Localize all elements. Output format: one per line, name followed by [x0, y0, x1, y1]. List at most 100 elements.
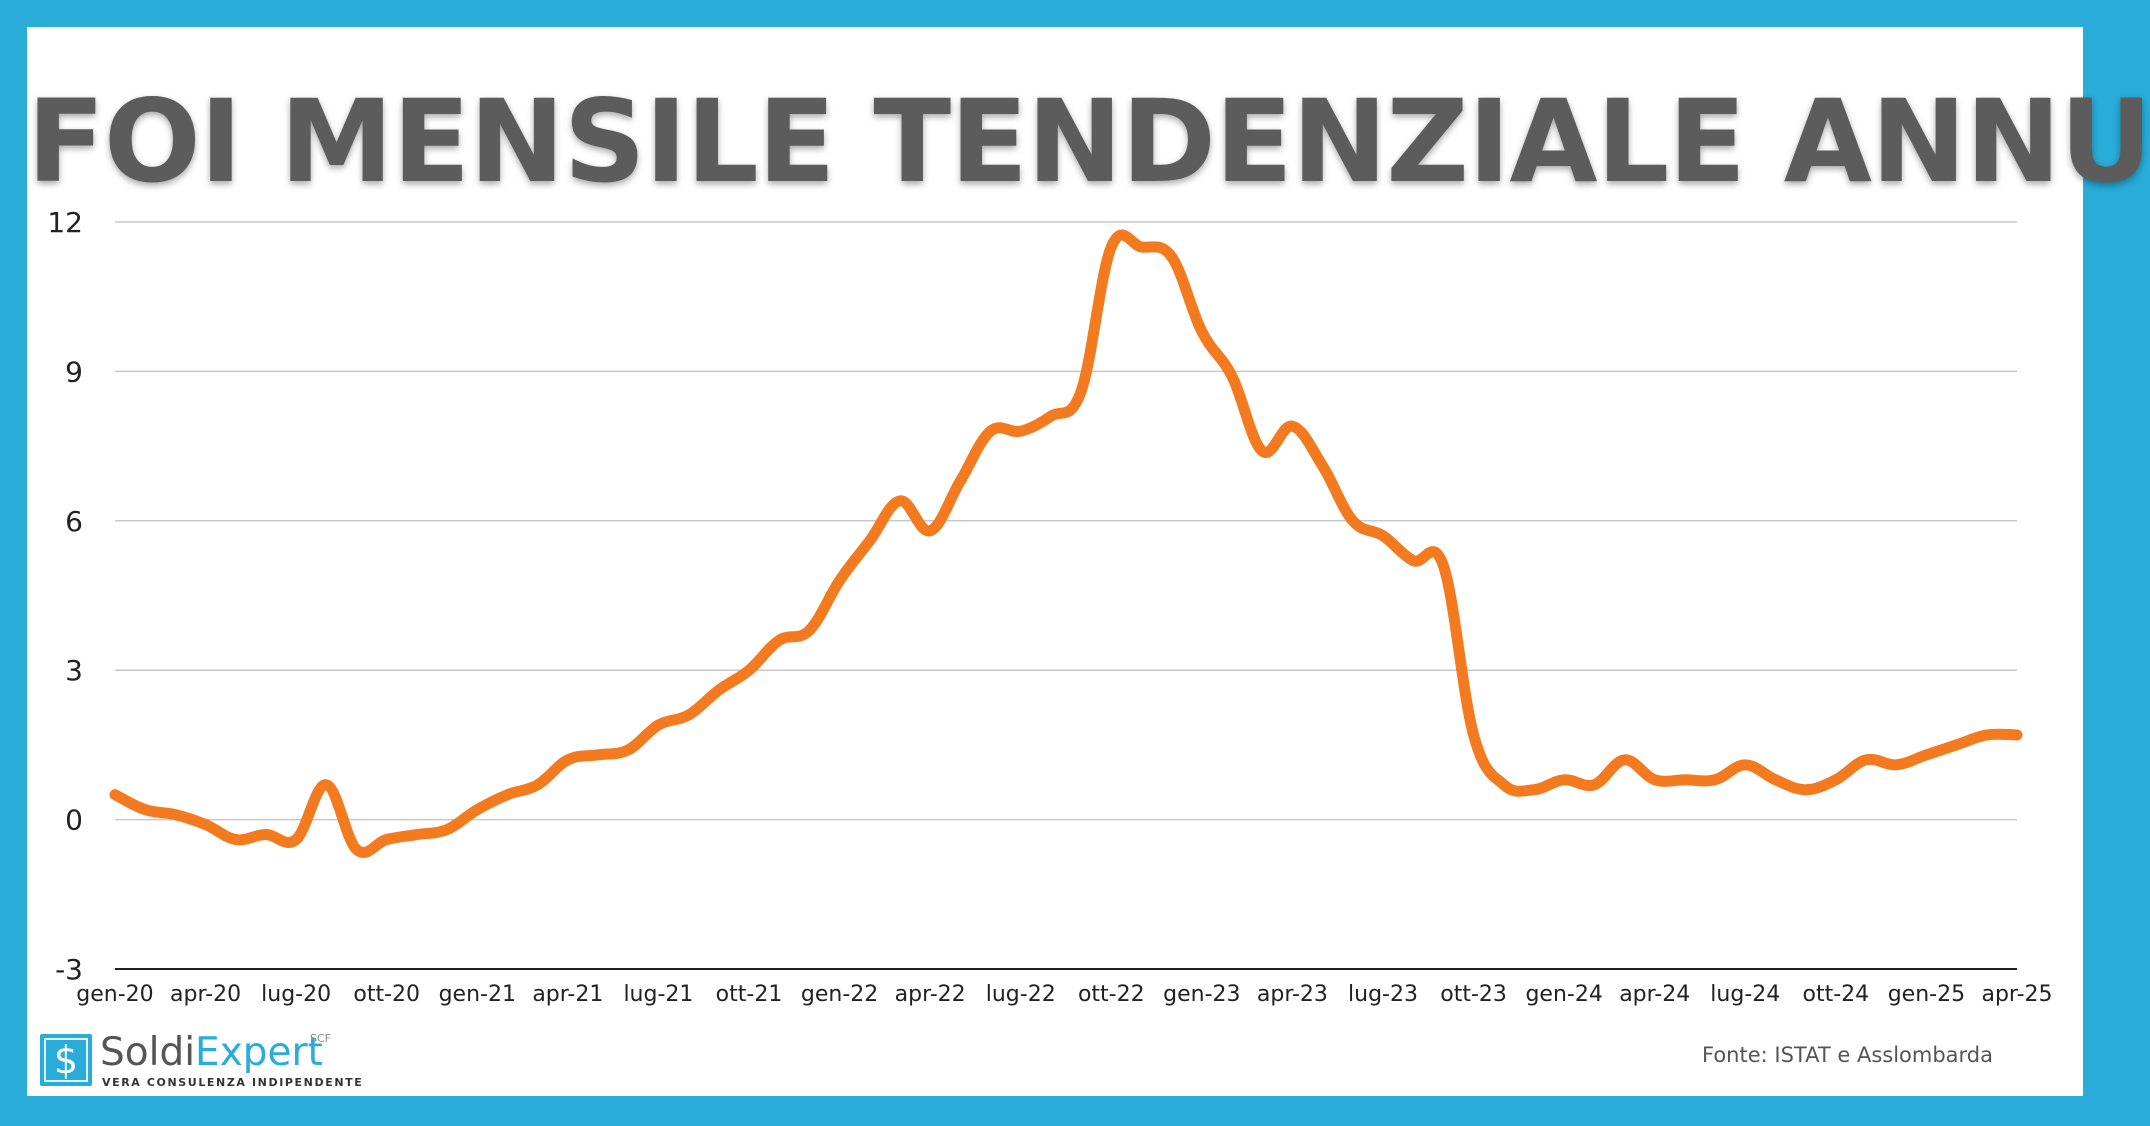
y-tick-label: 6: [65, 505, 83, 538]
x-tick-label: lug-21: [623, 982, 693, 1007]
source-note: Fonte: ISTAT e Asslombarda: [1702, 1043, 1993, 1067]
data-point: [295, 839, 297, 841]
x-tick-label: lug-23: [1348, 982, 1418, 1007]
data-point: [356, 848, 358, 850]
data-point: [899, 500, 901, 502]
data-point: [416, 834, 418, 836]
logo-name-part1: Soldi: [100, 1030, 196, 1075]
y-tick-label: 9: [65, 355, 83, 388]
y-tick-label: 12: [47, 206, 83, 239]
y-tick-label: 3: [65, 654, 83, 687]
data-point: [627, 749, 629, 751]
data-point: [778, 639, 780, 641]
data-point: [1563, 779, 1565, 781]
data-point: [597, 754, 599, 756]
data-point: [1624, 759, 1626, 761]
chart-card: FOI MENSILE TENDENZIALE ANNUO 12 9 6 3 0 -3 g…: [27, 27, 2150, 1096]
data-point: [688, 714, 690, 716]
x-tick-label: gen-25: [1888, 982, 1965, 1007]
x-tick-label: lug-22: [986, 982, 1056, 1007]
data-point: [1925, 754, 1927, 756]
data-point: [1231, 375, 1233, 377]
data-point: [1352, 520, 1354, 522]
data-point: [1986, 734, 1988, 736]
data-point: [1774, 779, 1776, 781]
x-tick-label: apr-22: [895, 982, 966, 1007]
x-tick-label: gen-20: [76, 982, 153, 1007]
x-tick-label: lug-20: [261, 982, 331, 1007]
data-point: [1956, 744, 1958, 746]
data-point: [657, 724, 659, 726]
data-point: [567, 759, 569, 761]
data-point: [476, 809, 478, 811]
series-layer: [109, 229, 2023, 858]
data-point: [144, 809, 146, 811]
logo-name-part2: Expert: [195, 1030, 323, 1075]
line-chart: 12 9 6 3 0 -3 gen-20 apr-20 lug-20 ott-20 gen-21 a…: [47, 206, 2052, 1007]
data-point: [205, 824, 207, 826]
y-tick-label: -3: [55, 953, 83, 986]
logo-name: SoldiExpert: [100, 1030, 323, 1076]
grid-lines: [115, 221, 2017, 970]
x-axis-ticks: gen-20 apr-20 lug-20 ott-20 gen-21 apr-21 lug-…: [76, 982, 2052, 1007]
data-point: [1835, 779, 1837, 781]
x-tick-label: ott-22: [1078, 982, 1145, 1007]
data-point: [265, 834, 267, 836]
data-point: [506, 794, 508, 796]
y-axis-ticks: 12 9 6 3 0 -3: [47, 206, 83, 986]
data-point: [1080, 390, 1082, 392]
x-tick-label: gen-24: [1525, 982, 1602, 1007]
data-point: [1382, 535, 1384, 537]
series-line: [109, 229, 2023, 858]
data-point: [2016, 734, 2018, 736]
data-point: [1442, 565, 1444, 567]
logo-symbol: $: [53, 1038, 79, 1082]
x-tick-label: ott-20: [353, 982, 420, 1007]
data-point: [1201, 331, 1203, 333]
data-point: [1714, 779, 1716, 781]
data-point: [929, 530, 931, 532]
data-point: [1654, 779, 1656, 781]
y-tick-label: 0: [65, 804, 83, 837]
data-point: [959, 480, 961, 482]
data-point: [537, 784, 539, 786]
x-tick-label: apr-23: [1257, 982, 1328, 1007]
x-tick-label: apr-20: [170, 982, 241, 1007]
logo-superscript: SCF: [310, 1032, 331, 1045]
x-tick-label: gen-22: [801, 982, 878, 1007]
data-point: [1291, 425, 1293, 427]
x-tick-label: gen-21: [439, 982, 516, 1007]
data-point: [325, 784, 327, 786]
data-point: [386, 839, 388, 841]
data-point: [235, 839, 237, 841]
data-point: [174, 814, 176, 816]
data-point: [1020, 430, 1022, 432]
data-point: [1503, 784, 1505, 786]
data-point: [839, 580, 841, 582]
data-point: [1261, 450, 1263, 452]
x-tick-label: gen-23: [1163, 982, 1240, 1007]
x-tick-label: apr-25: [1981, 982, 2052, 1007]
data-point: [1744, 764, 1746, 766]
x-tick-label: apr-21: [532, 982, 603, 1007]
data-point: [1533, 789, 1535, 791]
data-point: [1171, 256, 1173, 258]
data-point: [1110, 246, 1112, 248]
data-point: [1895, 764, 1897, 766]
data-point: [1050, 415, 1052, 417]
data-point: [1593, 784, 1595, 786]
data-point: [446, 829, 448, 831]
data-point: [114, 794, 116, 796]
data-point: [869, 540, 871, 542]
data-point: [748, 669, 750, 671]
x-tick-label: apr-24: [1619, 982, 1690, 1007]
x-tick-label: ott-21: [716, 982, 783, 1007]
data-point: [1412, 560, 1414, 562]
data-point: [1140, 246, 1142, 248]
x-tick-label: ott-24: [1803, 982, 1870, 1007]
dollar-icon: $: [40, 1034, 92, 1086]
data-point: [1322, 465, 1324, 467]
data-point: [808, 629, 810, 631]
logo-tagline: VERA CONSULENZA INDIPENDENTE: [102, 1076, 364, 1089]
chart-title: FOI MENSILE TENDENZIALE ANNUO: [27, 75, 2150, 208]
